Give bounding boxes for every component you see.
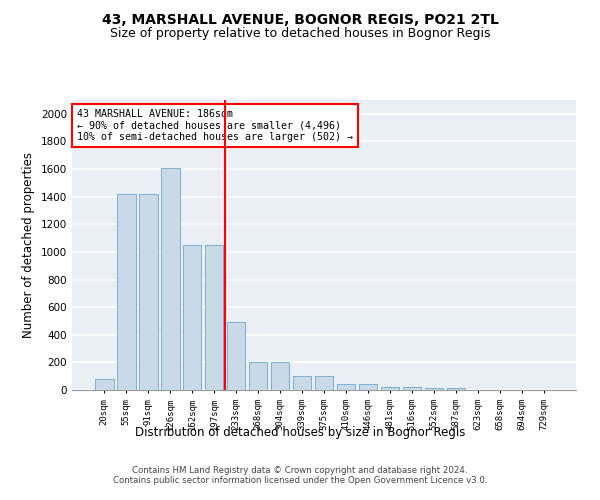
Bar — [425, 388, 443, 390]
Bar — [205, 245, 223, 390]
Text: Distribution of detached houses by size in Bognor Regis: Distribution of detached houses by size … — [135, 426, 465, 439]
Text: Contains HM Land Registry data © Crown copyright and database right 2024.
Contai: Contains HM Land Registry data © Crown c… — [113, 466, 487, 485]
Bar — [337, 384, 355, 390]
Bar — [117, 194, 136, 390]
Text: Size of property relative to detached houses in Bognor Regis: Size of property relative to detached ho… — [110, 28, 490, 40]
Bar — [359, 384, 377, 390]
Y-axis label: Number of detached properties: Number of detached properties — [22, 152, 35, 338]
Bar — [183, 245, 202, 390]
Bar — [403, 386, 421, 390]
Bar — [139, 194, 158, 390]
Text: 43, MARSHALL AVENUE, BOGNOR REGIS, PO21 2TL: 43, MARSHALL AVENUE, BOGNOR REGIS, PO21 … — [101, 12, 499, 26]
Bar — [446, 388, 465, 390]
Bar — [271, 362, 289, 390]
Bar — [314, 376, 334, 390]
Bar — [161, 168, 179, 390]
Text: 43 MARSHALL AVENUE: 186sqm
← 90% of detached houses are smaller (4,496)
10% of s: 43 MARSHALL AVENUE: 186sqm ← 90% of deta… — [77, 108, 353, 142]
Bar — [249, 362, 268, 390]
Bar — [95, 379, 113, 390]
Bar — [380, 386, 399, 390]
Bar — [227, 322, 245, 390]
Bar — [293, 376, 311, 390]
